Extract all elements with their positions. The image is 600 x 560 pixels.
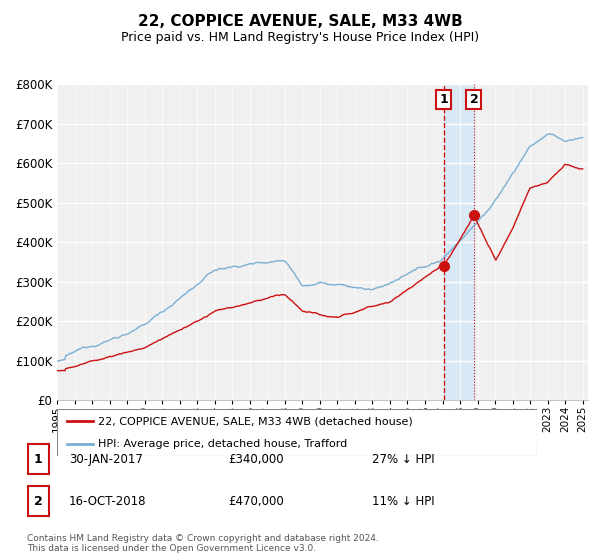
Text: £470,000: £470,000 bbox=[228, 494, 284, 508]
Text: Price paid vs. HM Land Registry's House Price Index (HPI): Price paid vs. HM Land Registry's House … bbox=[121, 31, 479, 44]
Text: 1: 1 bbox=[440, 94, 448, 106]
Text: HPI: Average price, detached house, Trafford: HPI: Average price, detached house, Traf… bbox=[98, 439, 347, 449]
Text: 22, COPPICE AVENUE, SALE, M33 4WB (detached house): 22, COPPICE AVENUE, SALE, M33 4WB (detac… bbox=[98, 416, 413, 426]
Text: 2: 2 bbox=[34, 494, 43, 508]
Text: 11% ↓ HPI: 11% ↓ HPI bbox=[372, 494, 434, 508]
Text: £340,000: £340,000 bbox=[228, 452, 284, 466]
Text: 27% ↓ HPI: 27% ↓ HPI bbox=[372, 452, 434, 466]
Text: 30-JAN-2017: 30-JAN-2017 bbox=[69, 452, 143, 466]
Text: 16-OCT-2018: 16-OCT-2018 bbox=[69, 494, 146, 508]
Text: 2: 2 bbox=[470, 94, 478, 106]
Text: 22, COPPICE AVENUE, SALE, M33 4WB: 22, COPPICE AVENUE, SALE, M33 4WB bbox=[137, 14, 463, 29]
Text: Contains HM Land Registry data © Crown copyright and database right 2024.
This d: Contains HM Land Registry data © Crown c… bbox=[27, 534, 379, 553]
Bar bbox=[444, 84, 474, 400]
Text: 1: 1 bbox=[34, 452, 43, 466]
